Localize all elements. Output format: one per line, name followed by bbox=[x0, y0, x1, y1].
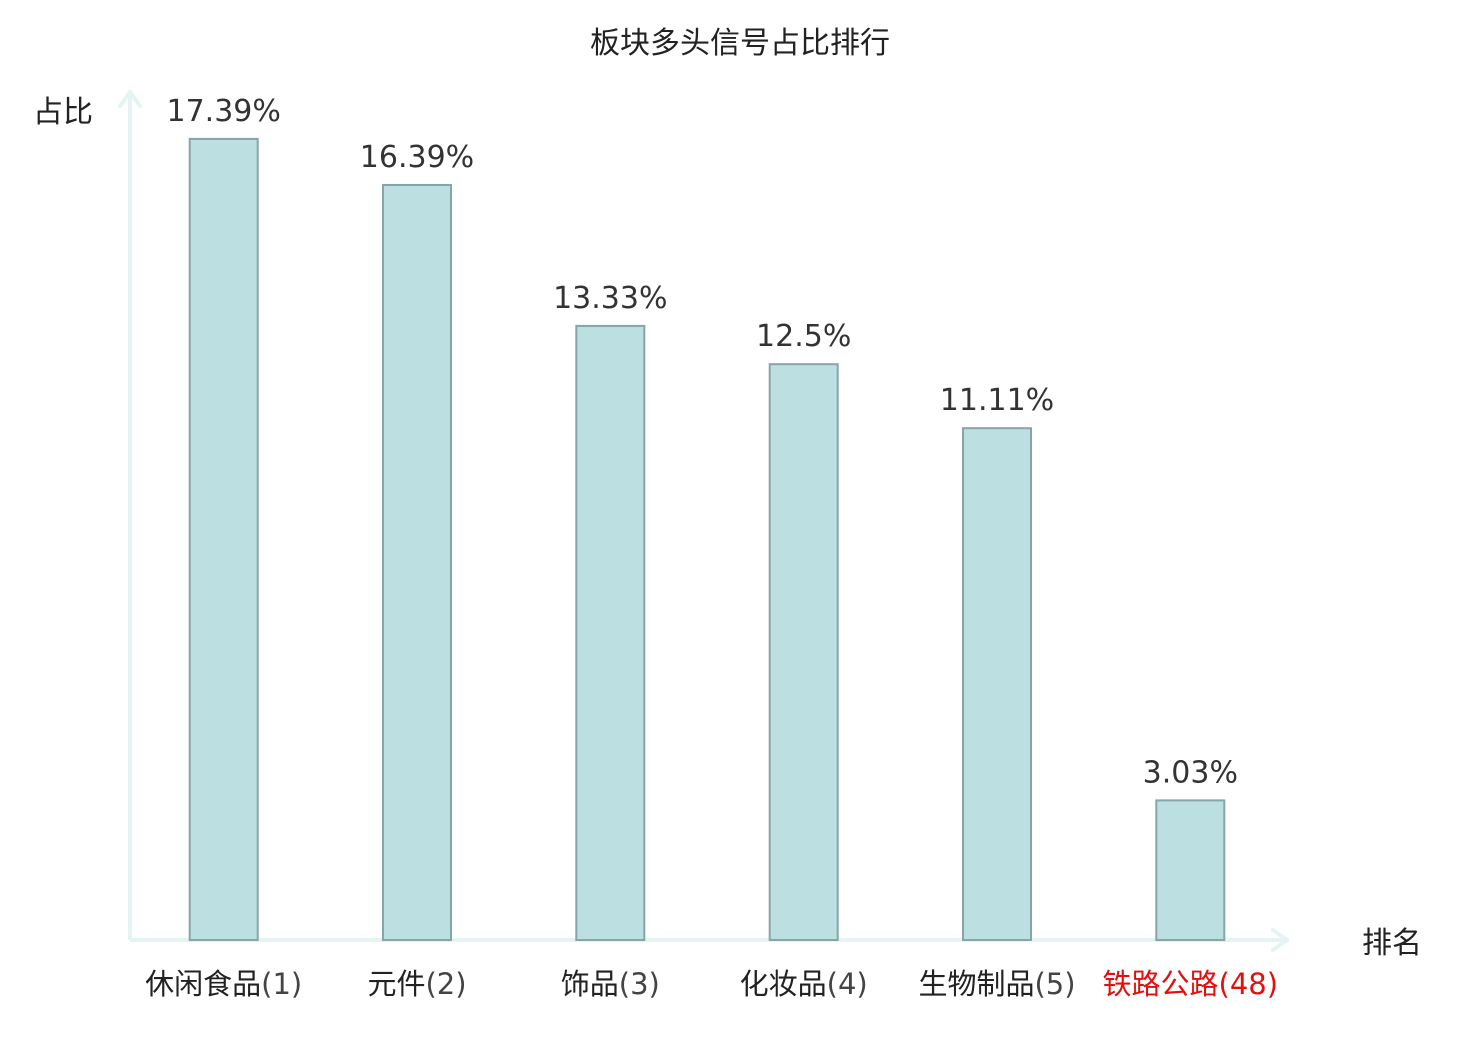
category-rank-2: (2) bbox=[425, 967, 466, 1001]
bar-2 bbox=[382, 184, 452, 941]
category-rank-3: (3) bbox=[619, 967, 660, 1001]
bar-1 bbox=[188, 137, 259, 941]
value-label-1: 17.39% bbox=[167, 94, 281, 129]
category-label-5: 生物制品(5) bbox=[918, 967, 1075, 1001]
y-axis-label: 占比 bbox=[33, 95, 93, 130]
category-rank-1: (1) bbox=[261, 967, 302, 1001]
value-labels-group: 17.39% 16.39% 13.33% 12.5% 11.11% 3.03% bbox=[167, 94, 1238, 791]
value-label-2: 16.39% bbox=[360, 140, 474, 175]
category-name-1: 休闲食品 bbox=[145, 967, 261, 1001]
category-label-4: 化妆品(4) bbox=[740, 967, 868, 1001]
axes bbox=[118, 90, 1289, 952]
y-axis-arrow bbox=[118, 90, 142, 108]
value-label-5: 11.11% bbox=[940, 383, 1054, 418]
category-labels-group: 休闲食品(1) 元件(2) 饰品(3) 化妆品(4) 生物制品(5) 铁路公路(48) bbox=[145, 967, 1278, 1001]
category-rank-5: (5) bbox=[1034, 967, 1075, 1001]
bar-4 bbox=[768, 363, 839, 941]
chart-title: 板块多头信号占比排行 bbox=[590, 26, 890, 61]
category-label-6: 铁路公路(48) bbox=[1103, 967, 1279, 1001]
category-name-5: 生物制品 bbox=[918, 967, 1034, 1001]
bars-group bbox=[188, 137, 1226, 942]
value-label-3: 13.33% bbox=[553, 281, 667, 316]
category-label-3: 饰品(3) bbox=[561, 967, 660, 1001]
bar-5 bbox=[962, 427, 1032, 941]
category-name-6: 铁路公路 bbox=[1103, 967, 1219, 1001]
category-rank-6: (48) bbox=[1219, 967, 1279, 1001]
value-label-4: 12.5% bbox=[756, 319, 851, 354]
category-label-2: 元件(2) bbox=[367, 967, 466, 1001]
x-axis-arrow bbox=[1271, 928, 1289, 952]
category-name-4: 化妆品 bbox=[740, 967, 827, 1001]
category-name-2: 元件 bbox=[367, 967, 425, 1001]
category-rank-4: (4) bbox=[827, 967, 868, 1001]
category-name-3: 饰品 bbox=[561, 967, 619, 1001]
bar-3 bbox=[575, 324, 646, 941]
value-label-6: 3.03% bbox=[1143, 755, 1238, 790]
x-axis-label: 排名 bbox=[1362, 926, 1422, 961]
category-label-1: 休闲食品(1) bbox=[145, 967, 302, 1001]
bar-6 bbox=[1155, 799, 1226, 942]
